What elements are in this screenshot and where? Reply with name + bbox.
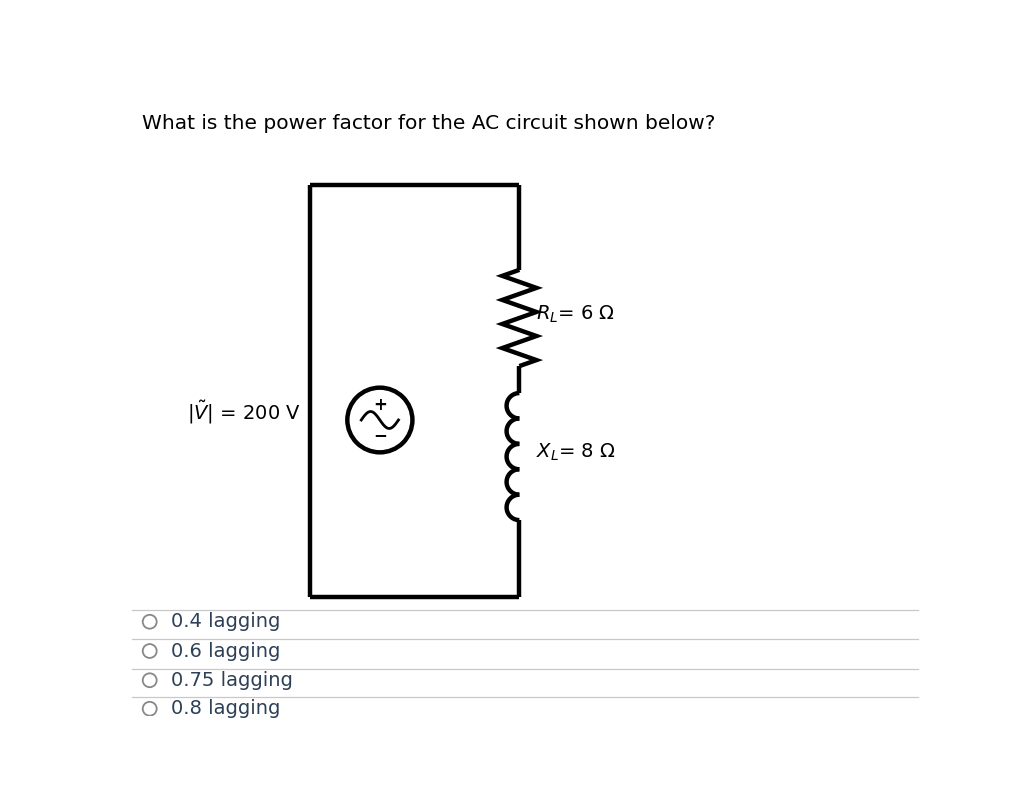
Text: 0.6 lagging: 0.6 lagging: [171, 642, 280, 660]
Text: 0.4 lagging: 0.4 lagging: [171, 613, 280, 631]
Text: $R_L$= 6 $\Omega$: $R_L$= 6 $\Omega$: [537, 303, 615, 324]
Text: What is the power factor for the AC circuit shown below?: What is the power factor for the AC circ…: [142, 114, 716, 134]
Text: +: +: [374, 395, 388, 414]
Text: 0.8 lagging: 0.8 lagging: [171, 700, 280, 718]
Text: −: −: [374, 427, 388, 444]
Text: $X_L$= 8 $\Omega$: $X_L$= 8 $\Omega$: [537, 442, 616, 464]
Text: 0.75 lagging: 0.75 lagging: [171, 671, 293, 690]
Text: $|\tilde{V}|$ = 200 V: $|\tilde{V}|$ = 200 V: [187, 398, 301, 426]
